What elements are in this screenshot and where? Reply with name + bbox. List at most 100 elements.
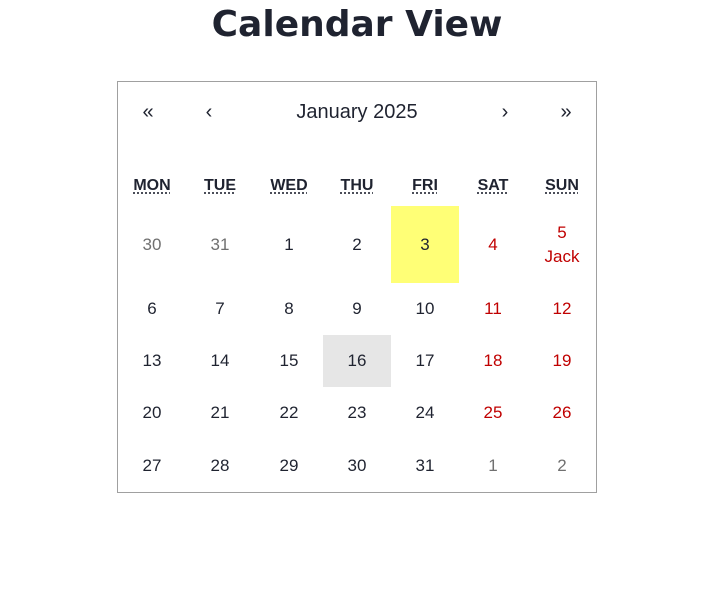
day-cell-content: 2: [528, 440, 596, 492]
day-number: 11: [484, 299, 502, 318]
day-number: 19: [552, 351, 572, 370]
day-number: 24: [415, 403, 435, 422]
day-cell[interactable]: 3: [391, 206, 459, 283]
day-cell-content: 23: [323, 387, 391, 439]
day-cell-content: 7: [186, 283, 254, 335]
day-cell-content: 20: [118, 387, 186, 439]
day-number: 20: [142, 403, 162, 422]
day-cell[interactable]: 4: [459, 206, 527, 283]
day-number: 26: [552, 403, 572, 422]
weekday-header: MON TUE WED THU FRI SAT SUN: [118, 172, 596, 202]
day-cell[interactable]: 2: [323, 206, 391, 283]
day-cell[interactable]: 27: [118, 440, 186, 492]
day-number: 27: [142, 456, 162, 475]
day-cell[interactable]: 12: [528, 283, 596, 335]
day-cell-content: 11: [459, 283, 527, 335]
day-number: 29: [279, 456, 299, 475]
day-cell[interactable]: 31: [186, 206, 254, 283]
day-cell-content: 21: [186, 387, 254, 439]
day-cell[interactable]: 10: [391, 283, 459, 335]
day-number: 17: [415, 351, 435, 370]
day-cell-content: 5 Jack: [528, 206, 596, 283]
day-cell-content: 28: [186, 440, 254, 492]
day-cell-content: 8: [255, 283, 323, 335]
day-cell[interactable]: 7: [186, 283, 254, 335]
day-cell[interactable]: 24: [391, 387, 459, 439]
day-number: 31: [415, 456, 435, 475]
day-cell[interactable]: 29: [255, 440, 323, 492]
day-grid: 30 31 1 2 3 4 5 Jack 6 7 8 9 10 11 12 13 14 15 16 17 18 19 20 2…: [118, 82, 596, 492]
day-cell-content: 31: [391, 440, 459, 492]
day-cell[interactable]: 15: [255, 335, 323, 387]
day-cell[interactable]: 22: [255, 387, 323, 439]
day-cell[interactable]: 8: [255, 283, 323, 335]
weekday-sat: SAT: [477, 177, 509, 194]
day-cell[interactable]: 20: [118, 387, 186, 439]
weekday-thu: THU: [340, 177, 374, 194]
month-year-label[interactable]: January 2025: [296, 101, 418, 123]
prev-year-button[interactable]: «: [118, 94, 178, 130]
day-cell[interactable]: 26: [528, 387, 596, 439]
day-cell[interactable]: 17: [391, 335, 459, 387]
day-cell-content: 30: [118, 206, 186, 283]
day-cell[interactable]: 1: [459, 440, 527, 492]
day-cell[interactable]: 2: [528, 440, 596, 492]
day-cell-content: 22: [255, 387, 323, 439]
day-cell-content: 19: [528, 335, 596, 387]
day-cell[interactable]: 18: [459, 335, 527, 387]
day-cell[interactable]: 13: [118, 335, 186, 387]
day-cell[interactable]: 11: [459, 283, 527, 335]
day-cell-content: 1: [255, 206, 323, 283]
day-number: 30: [142, 234, 162, 254]
day-cell[interactable]: 30: [323, 440, 391, 492]
calendar-navigation: « ‹ January 2025 › »: [118, 82, 596, 142]
day-cell[interactable]: 6: [118, 283, 186, 335]
day-cell[interactable]: 23: [323, 387, 391, 439]
prev-month-button[interactable]: ‹: [179, 94, 239, 130]
day-number: 9: [352, 299, 362, 318]
next-month-button[interactable]: ›: [475, 94, 535, 130]
day-number: 14: [210, 351, 230, 370]
day-cell-content: 10: [391, 283, 459, 335]
day-number: 3: [420, 234, 430, 254]
day-cell[interactable]: 1: [255, 206, 323, 283]
day-cell-content: 3: [391, 206, 459, 283]
day-cell[interactable]: 16: [323, 335, 391, 387]
day-number: 12: [552, 299, 572, 318]
day-cell-content: 29: [255, 440, 323, 492]
day-cell[interactable]: 19: [528, 335, 596, 387]
day-number: 4: [488, 234, 498, 254]
day-cell[interactable]: 31: [391, 440, 459, 492]
next-year-button[interactable]: »: [536, 94, 596, 130]
weekday-mon: MON: [133, 177, 171, 194]
day-cell-content: 16: [323, 335, 391, 387]
day-cell-content: 24: [391, 387, 459, 439]
day-number: 22: [279, 403, 299, 422]
day-number: 13: [142, 351, 162, 370]
day-number: 28: [210, 456, 230, 475]
weekday-sun: SUN: [545, 177, 579, 194]
day-number: 6: [147, 299, 157, 318]
day-number: 8: [284, 299, 294, 318]
day-cell[interactable]: 14: [186, 335, 254, 387]
calendar: « ‹ January 2025 › » MON TUE WED THU FRI…: [117, 81, 597, 493]
day-number: 18: [483, 351, 503, 370]
day-number: 21: [210, 403, 230, 422]
day-cell[interactable]: 5 Jack: [528, 206, 596, 283]
day-cell[interactable]: 28: [186, 440, 254, 492]
day-cell[interactable]: 25: [459, 387, 527, 439]
day-cell[interactable]: 21: [186, 387, 254, 439]
day-cell-content: 31: [186, 206, 254, 283]
day-number: 10: [415, 299, 435, 318]
day-cell-content: 9: [323, 283, 391, 335]
day-number: 25: [483, 403, 503, 422]
day-number: 2: [352, 234, 362, 254]
weekday-tue: TUE: [204, 177, 236, 194]
day-cell[interactable]: 30: [118, 206, 186, 283]
day-cell[interactable]: 9: [323, 283, 391, 335]
day-number: 2: [557, 456, 567, 475]
day-cell-content: 12: [528, 283, 596, 335]
day-number: 30: [347, 456, 367, 475]
weekday-fri: FRI: [412, 177, 438, 194]
day-number: 15: [279, 351, 299, 370]
